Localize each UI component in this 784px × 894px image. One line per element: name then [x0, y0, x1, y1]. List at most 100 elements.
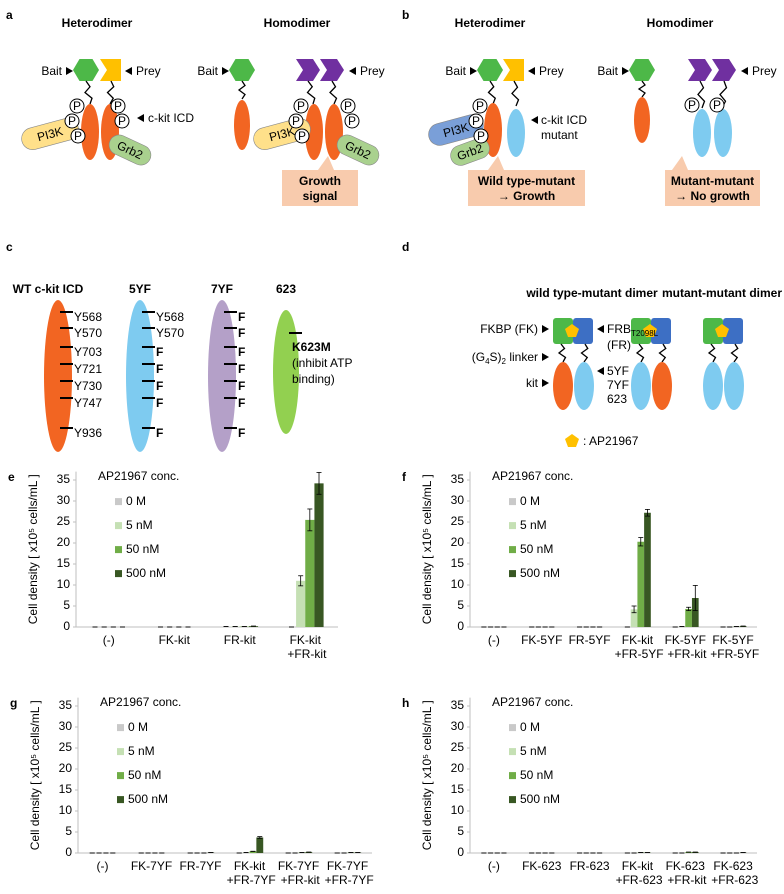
site-label: K623M [292, 340, 331, 354]
linker-label: (G4S)2 linker [472, 350, 538, 366]
frb-label: FRBT2098L [607, 322, 659, 338]
x-tick-line: +FR-kit [277, 873, 320, 887]
domain [714, 109, 732, 157]
callout-text: → Growth [498, 189, 555, 203]
callout-box [665, 156, 760, 206]
domain [652, 362, 672, 410]
label: 7YF [607, 378, 629, 392]
panel-letter: h [402, 696, 409, 710]
y-tick-label: 20 [59, 761, 73, 775]
phospho-label: P [297, 99, 305, 113]
fkbp [703, 318, 723, 344]
label: Prey [136, 64, 161, 78]
phospho-circle [473, 128, 489, 144]
x-tick-label: FK-kit +FR-5YF [611, 633, 663, 661]
bait-hexagon [629, 59, 655, 81]
label: Bait [41, 64, 62, 78]
construct-name: 623 [276, 282, 296, 296]
construct-name: 7YF [211, 282, 233, 296]
legend-label: 50 nM [520, 768, 553, 782]
phospho-label: P [472, 114, 480, 128]
y-tick-label: 10 [451, 803, 465, 817]
bar [630, 609, 638, 627]
site-label: Y570 [74, 326, 102, 340]
y-tick-label: 15 [451, 556, 465, 570]
error-bar [298, 575, 304, 587]
legend-title: AP21967 conc. [98, 469, 179, 483]
x-tick-label: FR-623 [570, 859, 610, 873]
site-label: F [238, 345, 245, 359]
bar [644, 512, 651, 627]
heading: Homodimer [264, 16, 331, 30]
x-tick-label: FK-623 +FR-623 [708, 859, 759, 887]
error-bar [638, 537, 644, 547]
linker [637, 80, 646, 98]
adaptor-label: PI3K [442, 120, 471, 140]
ligand [565, 324, 579, 337]
label: binding) [292, 372, 335, 386]
legend-swatch [509, 748, 516, 756]
y-tick-label: 35 [451, 472, 465, 486]
arrow [66, 67, 73, 75]
legend-swatch [115, 522, 122, 530]
phospho-label: P [74, 129, 82, 143]
adaptor: Grb2 [108, 134, 152, 166]
x-tick-label: (-) [103, 633, 115, 647]
y-tick-label: 10 [57, 577, 71, 591]
y-axis-label: Cell density [ x10⁵ cells/mL ] [26, 474, 40, 624]
frb [723, 318, 743, 344]
phospho-circle [294, 128, 310, 144]
frb [573, 318, 593, 344]
callout-box [282, 156, 358, 206]
panel-letter: a [6, 8, 13, 22]
y-axis-label: Cell density [ x10⁵ cells/mL ] [420, 474, 434, 624]
site-label: F [238, 396, 245, 410]
linker [237, 80, 246, 100]
arrow [137, 114, 144, 122]
y-tick-label: 20 [57, 535, 71, 549]
error-bar [644, 508, 650, 517]
adaptor: PI3K [21, 118, 79, 150]
phospho-label: P [292, 114, 300, 128]
prey-chevron [320, 59, 344, 81]
label: kit [526, 376, 539, 390]
domain [126, 300, 154, 452]
site-label: F [238, 362, 245, 376]
site-label: Y568 [156, 310, 184, 324]
legend-swatch [509, 570, 516, 578]
callout-text: signal [303, 189, 338, 203]
legend-title: AP21967 conc. [492, 695, 573, 709]
heading: Heterodimer [455, 16, 526, 30]
bar [685, 608, 692, 627]
panel-letter: b [402, 8, 409, 22]
x-tick-line: +FR-623 [708, 873, 759, 887]
adaptor-body [450, 138, 490, 166]
label: 623 [607, 392, 627, 406]
x-tick-line: FK-kit [290, 633, 322, 647]
bar [685, 852, 692, 853]
label: Bait [445, 64, 466, 78]
y-axis-label: Cell density [ x10⁵ cells/mL ] [420, 700, 434, 850]
site-label: F [238, 310, 245, 324]
linker [329, 80, 338, 105]
error-bar [631, 605, 637, 614]
site-label: F [156, 426, 163, 440]
prey-shape [503, 59, 524, 81]
legend-swatch [117, 772, 124, 780]
frb [651, 318, 671, 344]
y-tick-label: 5 [457, 598, 464, 612]
label: (inhibit ATP [292, 356, 352, 370]
label: Bait [197, 64, 218, 78]
site-label: Y570 [156, 326, 184, 340]
legend-swatch [117, 724, 124, 732]
y-tick-label: 5 [457, 824, 464, 838]
domain [234, 100, 250, 150]
legend-swatch [509, 498, 516, 506]
phospho-label: P [688, 98, 696, 112]
y-tick-label: 35 [57, 472, 71, 486]
legend-label: 500 nM [128, 792, 168, 806]
site-label: Y568 [74, 310, 102, 324]
label: Prey [752, 64, 777, 78]
bar [691, 852, 699, 853]
